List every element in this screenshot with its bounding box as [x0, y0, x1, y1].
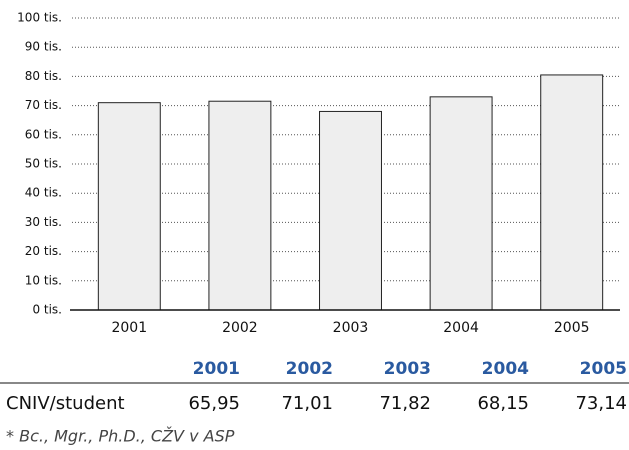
table-header: 2001: [193, 359, 240, 379]
table-header: 2005: [580, 359, 627, 379]
row-label: CNIV/student: [6, 393, 125, 414]
x-tick-label: 2002: [222, 320, 258, 336]
table-cell: 71,01: [281, 393, 333, 414]
footnote: * Bc., Mgr., Ph.D., CŽV v ASP: [6, 427, 235, 446]
table-header: 2003: [384, 359, 431, 379]
table-cell: 71,82: [379, 393, 431, 414]
bar: [429, 96, 493, 311]
table-cell: 65,95: [188, 393, 240, 414]
y-tick-label: 70 tis.: [25, 98, 62, 112]
y-tick-label: 10 tis.: [25, 273, 62, 287]
x-tick-label: 2003: [333, 320, 369, 336]
table-header: 2002: [286, 359, 333, 379]
y-tick-label: 100 tis.: [17, 11, 62, 25]
table-header: 2004: [482, 359, 529, 379]
x-tick-label: 2005: [554, 320, 590, 336]
bar: [319, 110, 382, 311]
y-tick-label: 80 tis.: [25, 69, 62, 83]
y-tick-label: 90 tis.: [25, 40, 62, 54]
x-tick-label: 2004: [443, 320, 479, 336]
y-tick-label: 30 tis.: [25, 215, 62, 229]
bar: [97, 102, 161, 311]
y-tick-label: 20 tis.: [25, 244, 62, 258]
bar: [208, 100, 272, 311]
y-tick-label: 40 tis.: [25, 186, 62, 200]
bar: [540, 74, 604, 311]
table-cell: 68,15: [477, 393, 529, 414]
table-cell: 73,14: [575, 393, 627, 414]
y-tick-label: 50 tis.: [25, 157, 62, 171]
x-tick-label: 2001: [111, 320, 147, 336]
y-tick-label: 0 tis.: [32, 303, 62, 317]
y-tick-label: 60 tis.: [25, 127, 62, 141]
